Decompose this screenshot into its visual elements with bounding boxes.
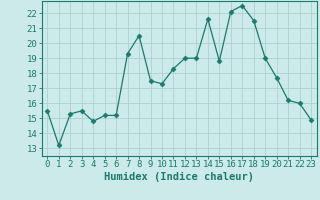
X-axis label: Humidex (Indice chaleur): Humidex (Indice chaleur) xyxy=(104,172,254,182)
